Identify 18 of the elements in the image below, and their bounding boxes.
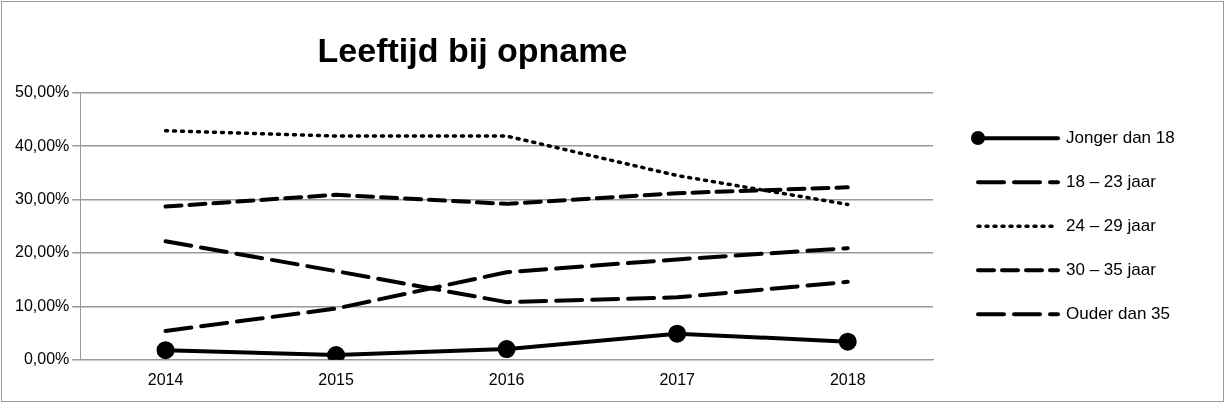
y-tick-label: 10,00% bbox=[15, 296, 70, 314]
y-tick-label: 20,00% bbox=[15, 243, 70, 261]
y-tick-label: 30,00% bbox=[15, 190, 70, 208]
y-tick-label: 40,00% bbox=[15, 136, 70, 154]
legend-label: 30 – 35 jaar bbox=[1066, 259, 1157, 279]
x-tick-label: 2016 bbox=[488, 370, 525, 388]
line-series bbox=[163, 128, 850, 207]
legend-label: 18 – 23 jaar bbox=[1066, 171, 1157, 191]
legend-label: Ouder dan 35 bbox=[1066, 303, 1170, 323]
y-tick-label: 50,00% bbox=[15, 83, 70, 101]
legend-label: 24 – 29 jaar bbox=[1066, 215, 1157, 235]
y-tick-label: 0,00% bbox=[23, 350, 70, 368]
x-tick-label: 2014 bbox=[147, 370, 184, 388]
x-tick-label: 2018 bbox=[829, 370, 866, 388]
x-tick-label: 2017 bbox=[659, 370, 696, 388]
chart-title: Leeftijd bij opname bbox=[317, 30, 628, 69]
x-tick-label: 2015 bbox=[318, 370, 354, 388]
legend-label: Jonger dan 18 bbox=[1066, 127, 1175, 147]
